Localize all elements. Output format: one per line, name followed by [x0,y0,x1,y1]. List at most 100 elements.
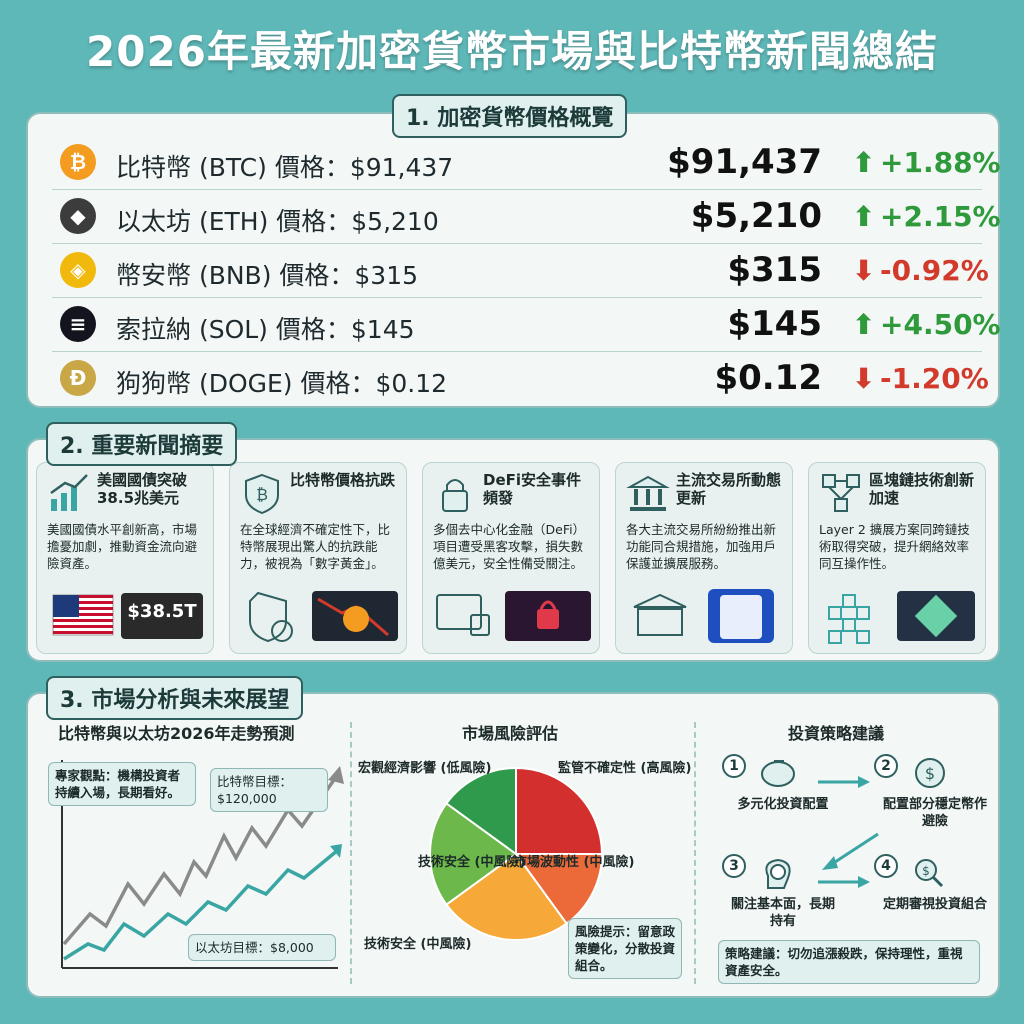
btc-trend-arrowhead [328,766,344,784]
column-divider [350,722,352,984]
step-label: 定期審視投資組合 [882,897,987,912]
pie-label-tech-b: 技術安全 (中風險) [364,937,472,952]
strategy-title: 投資策略建議 [788,724,885,743]
coin-change-value: -0.92% [880,254,989,287]
expert-note: 專家觀點：機構投資者持續入場，長期看好。 [48,762,196,806]
coin-price-value: $0.12 [714,358,822,398]
eth-trend-arrowhead [330,844,342,858]
eth-target-note: 以太坊目標：$8,000 [188,934,336,961]
page-title: 2026年最新加密貨幣市場與比特幣新聞總結 [86,27,938,76]
price-row: ◈ 幣安幣 (BNB) 價格：$315 $315 ⬇ -0.92% [52,244,989,298]
section-title-analysis: 3. 市場分析與未來展望 [46,676,304,720]
pie-label-regulation: 監管不確定性 (高風險) [558,761,692,776]
step-number: 4 [874,854,898,878]
strategy-note: 策略建議：切勿追漲殺跌，保持理性，重視資產安全。 [718,940,980,984]
news-card-image: $38.5T [45,587,207,645]
news-card[interactable]: ₿ 比特幣價格抗跌在全球經濟不確定性下，比特幣展現出驚人的抗跌能力，被視為「數字黃… [229,462,407,654]
piggy-bank-icon [756,756,800,794]
news-card-title: 區塊鏈技術創新加速 [869,471,975,507]
exchange-building-icon [626,471,670,515]
magnifier-dollar-icon: $ [908,856,952,894]
news-card-image [817,587,979,645]
coin-change: ⬇ -1.20% [852,362,989,395]
price-row: Ð 狗狗幣 (DOGE) 價格：$0.12 $0.12 ⬇ -1.20% [52,352,989,406]
news-card-text: 美國國債水平創新高，市場擔憂加劇，推動資金流向避險資產。 [47,522,198,571]
coin-price-label: 索拉納 (SOL) 價格：$145 [116,315,415,344]
coin-change: ⬇ -0.92% [852,254,989,287]
step-label: 關注基本面，長期持有 [730,897,835,929]
coin-price-value: $145 [727,304,822,344]
news-card[interactable]: DeFi安全事件頻發多個去中心化金融（DeFi）項目遭受黑客攻擊，損失數億美元，… [422,462,600,654]
step-label: 多元化投資配置 [737,797,829,812]
coin-price-label: 以太坊 (ETH) 價格：$5,210 [116,207,439,236]
arrow-down-icon: ⬇ [852,362,876,395]
coin-price-label: 比特幣 (BTC) 價格：$91,437 [116,153,454,182]
section-title-prices: 1. 加密貨幣價格概覽 [392,94,628,138]
pie-slice [515,766,604,855]
coin-change-value: +1.88% [880,146,1001,179]
section-title-news: 2. 重要新聞摘要 [46,422,238,466]
eth-trend-line [63,848,340,961]
risk-chart-title: 市場風險評估 [462,724,559,743]
btc-trend-line [62,773,340,946]
coin-price-value: $5,210 [690,196,822,236]
coin-price-value: $91,437 [667,142,822,182]
trend-chart [61,760,344,969]
pie-label-volatility: 市場波動性 (中風險) [514,855,635,870]
svg-text:$: $ [925,764,935,783]
debt-figure: $38.5T [127,601,197,622]
trend-chart-title: 比特幣與以太坊2026年走勢預測 [58,724,295,743]
coin-price-label: 狗狗幣 (DOGE) 價格：$0.12 [116,369,448,398]
step-number: 2 [874,754,898,778]
btc-target-note: 比特幣目標：$120,000 [210,768,328,812]
price-row: ₿ 比特幣 (BTC) 價格：$91,437 $91,437 ⬆ +1.88% [52,136,1001,190]
blockchain-icon [819,471,863,515]
news-card[interactable]: 美國國債突破38.5兆美元美國國債水平創新高，市場擔憂加劇，推動資金流向避險資產… [36,462,214,654]
news-card-title: 美國國債突破38.5兆美元 [97,471,188,507]
padlock-icon [433,471,477,515]
arrow-up-icon: ⬆ [852,308,876,341]
analysis-panel: 比特幣與以太坊2026年走勢預測 專家觀點：機構投資者持續入場，長期看好。 比特… [26,692,1000,998]
news-card-title: DeFi安全事件頻發 [483,471,582,507]
news-card-text: 各大主流交易所紛紛推出新功能同合規措施，加強用戶保護並擴展服務。 [626,522,777,571]
pie-label-tech-a: 技術安全 (中風險) [418,855,526,870]
coin-change-value: -1.20% [880,362,989,395]
arrow-up-icon: ⬆ [852,146,876,179]
pie-slice [429,802,518,906]
growth-chart-icon [47,471,91,515]
bnb-icon: ◈ [60,252,96,288]
pie-slice [445,852,568,941]
news-card[interactable]: 區塊鏈技術創新加速 Layer 2 擴展方案同跨鏈技術取得突破，提升網絡效率同互操… [808,462,986,654]
news-panel: 美國國債突破38.5兆美元美國國債水平創新高，市場擔憂加劇，推動資金流向避險資產… [26,438,1000,662]
news-card-title: 比特幣價格抗跌 [290,471,396,489]
coin-price-value: $315 [727,250,822,290]
risk-note: 風險提示：留意政策變化，分散投資組合。 [568,918,682,979]
coin-change: ⬆ +2.15% [852,200,1001,233]
svg-text:₿: ₿ [256,485,268,504]
svg-text:$: $ [922,864,930,878]
arrow-down-icon: ⬇ [852,254,876,287]
step-number: 3 [722,854,746,878]
news-card-text: 在全球經濟不確定性下，比特幣展現出驚人的抗跌能力，被視為「數字黃金」。 [240,522,391,571]
price-row: ◆ 以太坊 (ETH) 價格：$5,210 $5,210 ⬆ +2.15% [52,190,1001,244]
news-card-title: 主流交易所動態更新 [676,471,782,507]
coin-change: ⬆ +1.88% [852,146,1001,179]
risk-pie-chart [429,766,604,941]
news-card-image [431,587,593,645]
news-card-text: Layer 2 擴展方案同跨鏈技術取得突破，提升網絡效率同互操作性。 [819,522,970,571]
news-card[interactable]: 主流交易所動態更新各大主流交易所紛紛推出新功能同合規措施，加強用戶保護並擴展服務… [615,462,793,654]
step-number: 1 [722,754,746,778]
solana-icon: ≡ [60,306,96,342]
price-overview-panel: ₿ 比特幣 (BTC) 價格：$91,437 $91,437 ⬆ +1.88% ◆ 以太坊 … [26,112,1001,408]
coin-change-value: +4.50% [880,308,1001,341]
coin-change-value: +2.15% [880,200,1001,233]
coin-price-label: 幣安幣 (BNB) 價格：$315 [116,261,419,290]
head-clock-icon [756,856,800,894]
coin-change: ⬆ +4.50% [852,308,1001,341]
arrow-up-icon: ⬆ [852,200,876,233]
news-card-image [624,587,786,645]
bitcoin-shield-icon: ₿ [240,471,284,515]
pie-label-macro: 宏觀經濟影響 (低風險) [358,761,492,776]
pie-slice [445,766,517,856]
news-card-text: 多個去中心化金融（DeFi）項目遭受黑客攻擊，損失數億美元，安全性備受關注。 [433,522,586,571]
